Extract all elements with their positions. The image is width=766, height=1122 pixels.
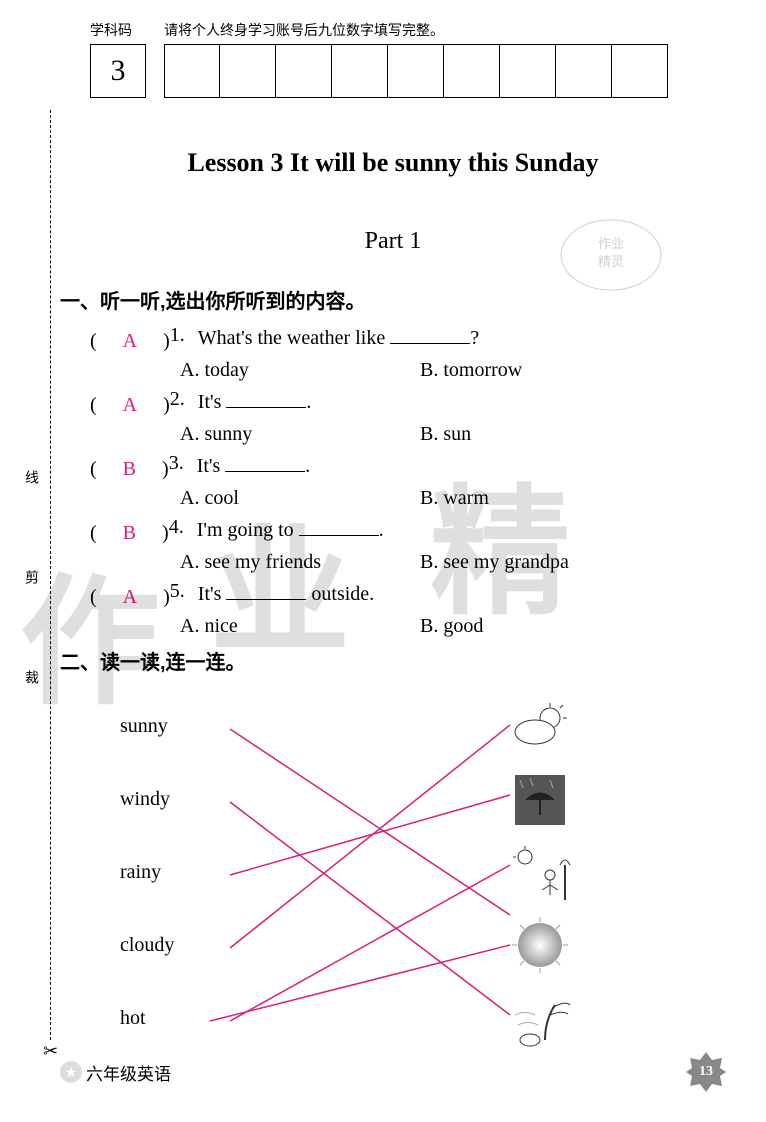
- account-instruction: 请将个人终身学习账号后九位数字填写完整。: [164, 20, 668, 40]
- question-number: 1.: [170, 324, 198, 353]
- blank[interactable]: [226, 388, 306, 408]
- account-box[interactable]: [164, 44, 220, 98]
- match-line: [210, 945, 510, 1021]
- question-text: I'm going to .: [197, 516, 726, 545]
- match-line: [230, 795, 510, 875]
- side-label-cut: 剪: [20, 570, 40, 584]
- question-row: ( A )5.It's outside.: [90, 580, 726, 609]
- cloud-sun-icon: [510, 700, 570, 755]
- scissors-icon: ✂: [43, 1041, 58, 1062]
- options-row: A. coolB. warm: [180, 487, 726, 510]
- account-boxes: [164, 44, 668, 98]
- question-number: 3.: [169, 452, 197, 481]
- footer: ★ 六年级英语 13: [60, 1052, 726, 1092]
- question-row: ( A )1.What's the weather like ?: [90, 324, 726, 353]
- sun-icon: [510, 915, 570, 980]
- lesson-title: Lesson 3 It will be sunny this Sunday: [60, 148, 726, 178]
- option-a: A. sunny: [180, 423, 420, 446]
- match-word: cloudy: [120, 934, 174, 957]
- question-number: 2.: [170, 388, 198, 417]
- paren: ( A ): [90, 388, 170, 417]
- blank[interactable]: [390, 324, 470, 344]
- hot-person-icon: [510, 845, 580, 910]
- subject-label: 学科码: [90, 20, 146, 40]
- answer-letter: A: [117, 586, 143, 608]
- option-b: B. sun: [420, 423, 471, 446]
- svg-text:精灵: 精灵: [598, 254, 624, 269]
- header: 学科码 3 请将个人终身学习账号后九位数字填写完整。: [90, 20, 726, 98]
- match-word: sunny: [120, 715, 168, 738]
- answer-letter: A: [117, 330, 143, 352]
- options-row: A. sunnyB. sun: [180, 423, 726, 446]
- blank[interactable]: [225, 452, 305, 472]
- question-text: It's .: [197, 452, 726, 481]
- question-text: It's outside.: [198, 580, 726, 609]
- options-row: A. niceB. good: [180, 615, 726, 638]
- question-number: 5.: [170, 580, 198, 609]
- match-word: rainy: [120, 861, 161, 884]
- question-row: ( B )3.It's .: [90, 452, 726, 481]
- question-row: ( B )4.I'm going to .: [90, 516, 726, 545]
- svg-text:作业: 作业: [598, 236, 624, 251]
- side-label-trim: 裁: [20, 670, 40, 684]
- match-word: windy: [120, 788, 170, 811]
- match-lines-svg: [60, 695, 760, 1065]
- account-box[interactable]: [332, 44, 388, 98]
- rain-umbrella-icon: [510, 770, 570, 835]
- option-a: A. cool: [180, 487, 420, 510]
- account-box[interactable]: [612, 44, 668, 98]
- paren: ( A ): [90, 580, 170, 609]
- option-a: A. today: [180, 359, 420, 382]
- paren: ( B ): [90, 452, 169, 481]
- option-b: B. warm: [420, 487, 489, 510]
- match-line: [230, 802, 510, 1015]
- option-b: B. good: [420, 615, 483, 638]
- match-line: [230, 865, 510, 1021]
- blank[interactable]: [299, 516, 379, 536]
- subject-code-box: 3: [90, 44, 146, 98]
- answer-letter: B: [117, 458, 142, 480]
- account-box[interactable]: [500, 44, 556, 98]
- option-b: B. see my grandpa: [420, 551, 569, 574]
- answer-letter: B: [117, 522, 142, 544]
- option-a: A. nice: [180, 615, 420, 638]
- account-box[interactable]: [276, 44, 332, 98]
- answer-letter: A: [117, 394, 143, 416]
- match-word: hot: [120, 1007, 146, 1030]
- account-box[interactable]: [388, 44, 444, 98]
- seal-stamp: 作业精灵: [556, 210, 666, 305]
- match-container: sunny windy rainy cloudy hot: [60, 695, 726, 1065]
- account-box[interactable]: [444, 44, 500, 98]
- blank[interactable]: [226, 580, 306, 600]
- question-row: ( A )2.It's .: [90, 388, 726, 417]
- paren: ( A ): [90, 324, 170, 353]
- side-label-line: 线: [20, 470, 40, 484]
- options-row: A. see my friendsB. see my grandpa: [180, 551, 726, 574]
- question-text: What's the weather like ?: [198, 324, 726, 353]
- option-b: B. tomorrow: [420, 359, 522, 382]
- account-box[interactable]: [556, 44, 612, 98]
- match-line: [230, 725, 510, 948]
- star-icon: ★: [60, 1061, 82, 1083]
- question-text: It's .: [198, 388, 726, 417]
- section2-title: 二、读一读,连一连。: [60, 646, 726, 675]
- options-row: A. todayB. tomorrow: [180, 359, 726, 382]
- match-line: [230, 729, 510, 915]
- footer-grade: 六年级英语: [86, 1060, 171, 1085]
- wind-tree-icon: [510, 990, 580, 1055]
- paren: ( B ): [90, 516, 169, 545]
- account-box[interactable]: [220, 44, 276, 98]
- dashed-cut-line: [50, 110, 51, 1040]
- page-number: 13: [699, 1064, 713, 1080]
- page-badge: 13: [686, 1052, 726, 1092]
- option-a: A. see my friends: [180, 551, 420, 574]
- question-number: 4.: [169, 516, 197, 545]
